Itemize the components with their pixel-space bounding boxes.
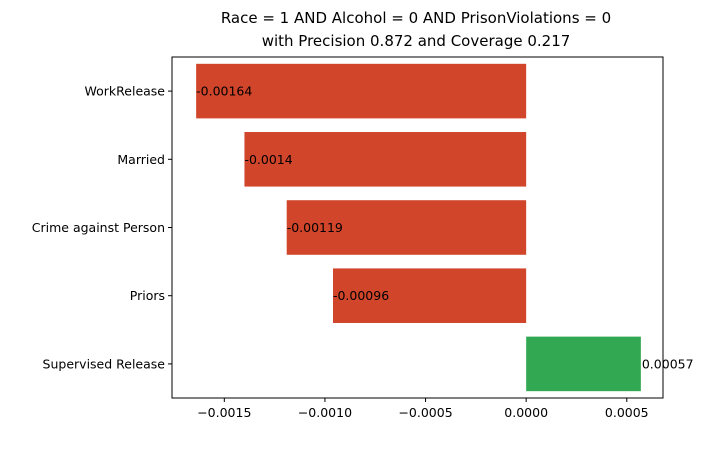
data-label: -0.00096: [333, 288, 389, 303]
data-label: -0.00164: [196, 84, 252, 99]
bar: [286, 200, 527, 255]
x-tick-label: 0.0005: [605, 405, 649, 420]
y-tick-label: Supervised Release: [43, 356, 166, 371]
bar: [196, 63, 527, 119]
x-tick-label: −0.0005: [398, 405, 452, 420]
bar: [244, 132, 527, 187]
data-label: -0.0014: [244, 152, 292, 167]
data-label: -0.00119: [287, 220, 343, 235]
x-tick-label: 0.0000: [504, 405, 548, 420]
chart-title: Race = 1 AND Alcohol = 0 AND PrisonViola…: [221, 9, 611, 27]
bar: [332, 268, 527, 323]
x-tick-label: −0.0015: [197, 405, 251, 420]
bar: [526, 336, 641, 392]
y-tick-label: Crime against Person: [32, 220, 165, 235]
data-label: 0.00057: [642, 356, 694, 371]
plot-frame: [171, 56, 664, 399]
y-tick-label: WorkRelease: [85, 84, 166, 99]
chart-subtitle: with Precision 0.872 and Coverage 0.217: [262, 32, 571, 50]
x-tick-label: −0.0010: [298, 405, 352, 420]
y-tick-label: Priors: [130, 288, 165, 303]
plot-area: WorkRelease -0.00164 Married -0.0014 Crime a…: [32, 56, 694, 420]
y-tick-label: Married: [117, 152, 165, 167]
